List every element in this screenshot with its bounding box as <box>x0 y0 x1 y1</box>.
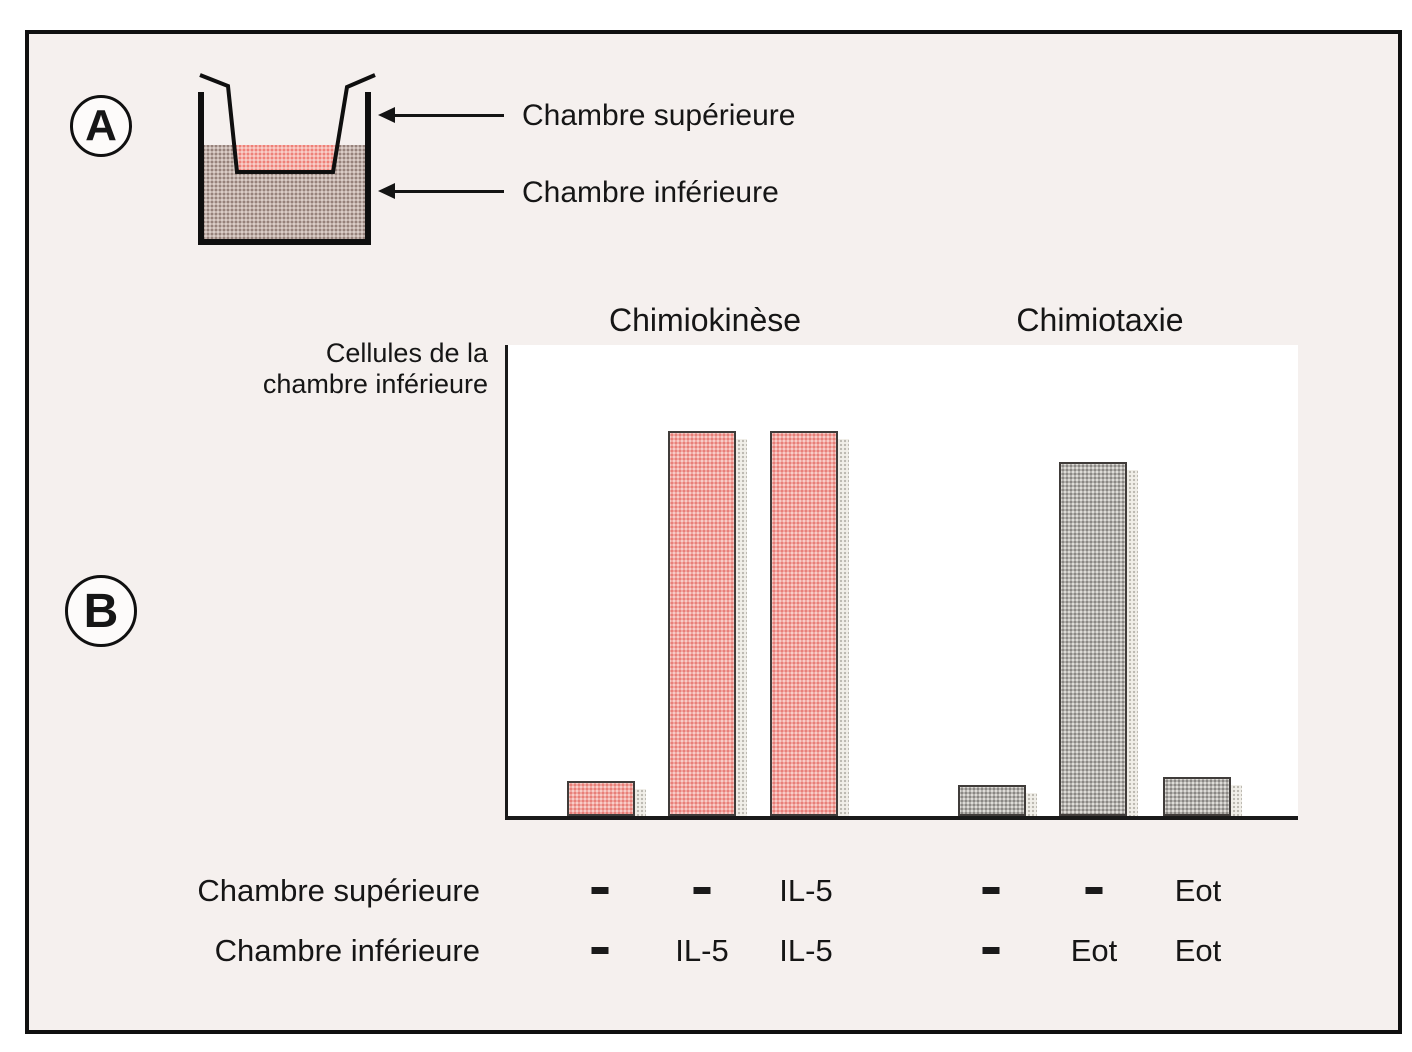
bar-taxis-eot-both <box>1163 777 1231 816</box>
lower-chamber-label: Chambre inférieure <box>522 176 779 209</box>
chart-group-title-chimiotaxie: Chimiotaxie <box>1016 302 1184 338</box>
panel-a-label-circle: A <box>70 95 132 157</box>
bar-taxis-eot-lower <box>1059 462 1127 816</box>
bar-taxis-control <box>958 785 1026 816</box>
outer-well-outline <box>198 92 371 245</box>
transwell-chamber-diagram <box>198 73 376 245</box>
condition-row-label-lower: Chambre inférieure <box>214 933 480 968</box>
panel-b-label: B <box>83 584 119 638</box>
lower-chamber-arrow-icon <box>378 183 504 199</box>
panel-b-label-circle: B <box>65 575 137 647</box>
insert-outline <box>199 73 376 174</box>
bar-chart-plot-area <box>505 345 1298 820</box>
condition-value: IL-5 <box>675 933 729 968</box>
condition-value: Eot <box>1174 873 1222 908</box>
bar-kinesis-il5-lower <box>668 431 736 816</box>
upper-chamber-label: Chambre supérieure <box>522 99 796 132</box>
condition-row-label-upper: Chambre supérieure <box>197 873 480 908</box>
condition-value: IL-5 <box>779 933 833 968</box>
upper-chamber-liquid <box>232 145 338 172</box>
panel-a-label: A <box>85 101 117 150</box>
bar-kinesis-il5-both <box>770 431 838 816</box>
condition-value: IL-5 <box>779 873 833 908</box>
y-axis-label-line2: chambre inférieure <box>262 369 488 399</box>
y-axis-label: Cellules de la chambre inférieure <box>250 338 488 400</box>
condition-value: Eot <box>1174 933 1222 968</box>
condition-value: Eot <box>1070 933 1118 968</box>
upper-chamber-arrow-icon <box>378 107 504 123</box>
y-axis-label-line1: Cellules de la <box>325 338 488 368</box>
chart-group-title-chimiokinese: Chimiokinèse <box>608 302 802 338</box>
bar-kinesis-control <box>567 781 635 816</box>
